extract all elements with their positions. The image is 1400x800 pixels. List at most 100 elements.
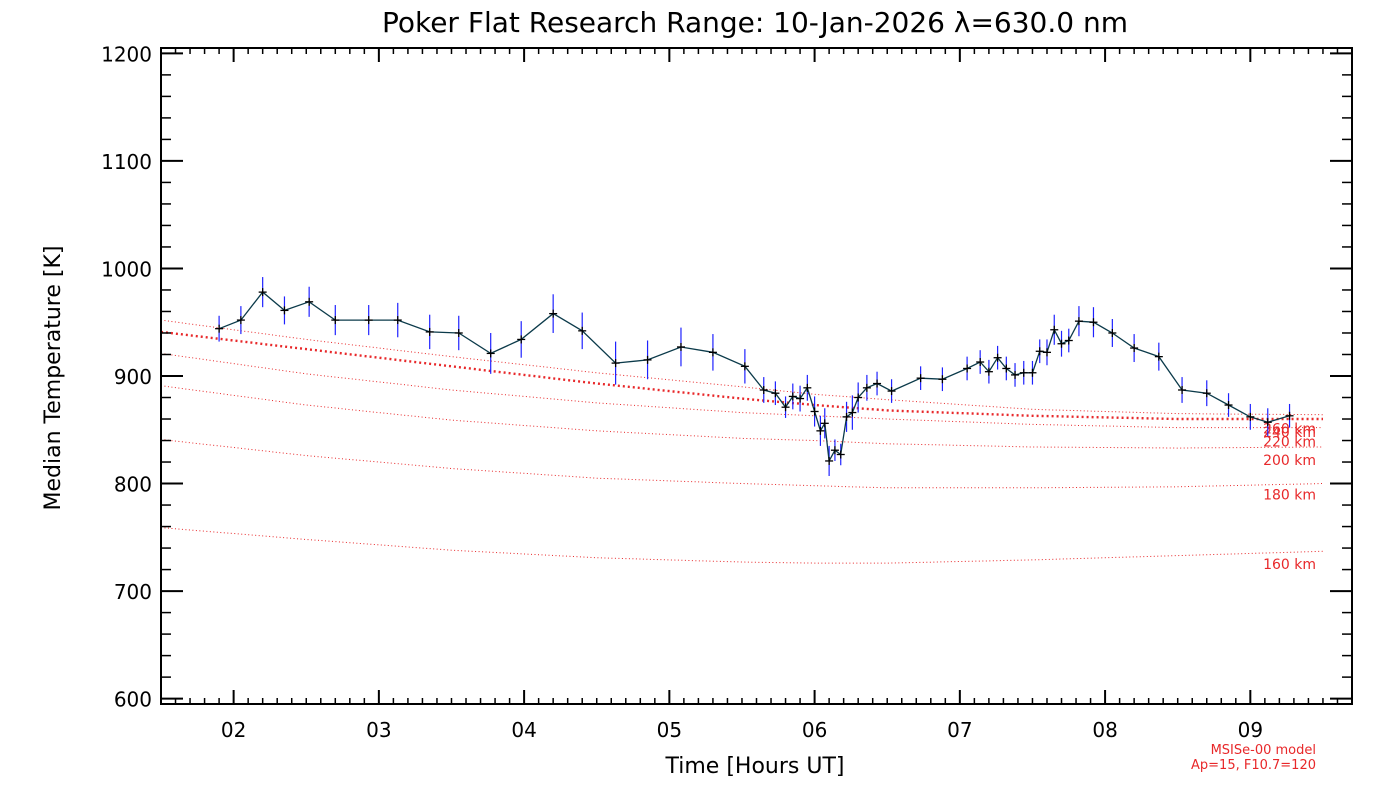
data-point [788, 392, 797, 401]
data-point [1057, 339, 1066, 348]
model-curve [160, 385, 1324, 449]
y-tick-label: 1000 [101, 257, 152, 281]
data-point [836, 450, 845, 459]
model-curve [160, 319, 1324, 416]
x-tick-label: 03 [366, 718, 391, 742]
data-point [984, 367, 993, 376]
data-point [486, 349, 495, 358]
data-point [611, 359, 620, 368]
y-tick-label: 1200 [101, 42, 152, 66]
data-point [1074, 317, 1083, 326]
data-point [1042, 348, 1051, 357]
model-curve [160, 527, 1324, 564]
data-point [993, 353, 1002, 362]
x-tick-label: 09 [1238, 718, 1263, 742]
data-point [676, 342, 685, 351]
y-tick-label: 700 [114, 580, 152, 604]
data-point [862, 383, 871, 392]
data-point [1035, 347, 1044, 356]
data-point [848, 408, 857, 417]
data-series-layer [215, 277, 1294, 477]
data-point [1019, 368, 1028, 377]
data-point [708, 348, 717, 357]
data-point [916, 374, 925, 383]
model-curve-label: 180 km [1263, 487, 1316, 503]
model-params-note: Ap=15, F10.7=120 [1191, 758, 1316, 773]
x-axis-label: Time [Hours UT] [665, 754, 845, 779]
data-point [976, 358, 985, 367]
plot-frame [160, 47, 1353, 705]
data-point [796, 394, 805, 403]
y-tick-label: 800 [114, 473, 152, 497]
y-tick-label: 900 [114, 365, 152, 389]
data-point [1130, 344, 1139, 353]
data-point [1285, 411, 1294, 420]
y-tick-label: 1100 [101, 150, 152, 174]
x-tick-label: 05 [657, 718, 682, 742]
data-point [215, 324, 224, 333]
model-curve-label: 220 km [1263, 435, 1316, 451]
x-tick-label: 08 [1092, 718, 1117, 742]
x-tick-label: 07 [947, 718, 972, 742]
data-point [258, 288, 267, 297]
model-curve-label: 160 km [1263, 557, 1316, 573]
y-axis-label: Median Temperature [K] [41, 246, 66, 511]
data-point [816, 426, 825, 435]
data-point [1011, 370, 1020, 379]
data-point [759, 385, 768, 394]
data-point [454, 328, 463, 337]
data-point [393, 316, 402, 325]
data-point [1064, 336, 1073, 345]
data-point [517, 335, 526, 344]
data-point [781, 403, 790, 412]
axes-layer: 02 03 04 05 06 07 08 09 600 700 800 900 1000 1100 1200 [101, 42, 1353, 742]
data-point [1178, 385, 1187, 394]
data-point [1050, 325, 1059, 334]
x-tick-label: 04 [511, 718, 536, 742]
data-point [236, 316, 245, 325]
model-curve [160, 330, 1323, 421]
data-point [938, 375, 947, 384]
data-point [578, 326, 587, 335]
data-point [810, 407, 819, 416]
data-point [854, 393, 863, 402]
data-point [1202, 389, 1211, 398]
data-point [1108, 328, 1117, 337]
data-point [425, 327, 434, 336]
model-curve-label: 260 km [1263, 422, 1316, 438]
series-line [218, 291, 1290, 464]
data-point [1224, 401, 1233, 410]
data-point [1089, 318, 1098, 327]
data-point [1002, 364, 1011, 373]
y-tick-label: 600 [114, 688, 152, 712]
data-point [280, 306, 289, 315]
x-tick-label: 06 [802, 718, 827, 742]
data-point [1028, 368, 1037, 377]
data-point [873, 379, 882, 388]
data-point [771, 389, 780, 398]
data-point [305, 297, 314, 306]
model-curve-label: 200 km [1263, 453, 1316, 469]
data-point [643, 355, 652, 364]
model-curve-label: 240 km [1263, 425, 1316, 441]
data-point [364, 316, 373, 325]
data-point [1246, 412, 1255, 421]
data-point [740, 362, 749, 371]
data-point [1154, 352, 1163, 361]
data-point [331, 316, 340, 325]
x-tick-label: 02 [221, 718, 246, 742]
model-note: MSISe-00 model [1211, 743, 1316, 758]
data-point [549, 309, 558, 318]
data-point [820, 419, 829, 428]
data-point [842, 412, 851, 421]
data-point [825, 456, 834, 465]
chart-title: Poker Flat Research Range: 10-Jan-2026 λ… [382, 6, 1128, 39]
model-curve [160, 438, 1324, 489]
data-point [803, 383, 812, 392]
data-point [963, 364, 972, 373]
data-point [830, 446, 839, 455]
data-point [1263, 418, 1272, 427]
data-point [887, 387, 896, 396]
